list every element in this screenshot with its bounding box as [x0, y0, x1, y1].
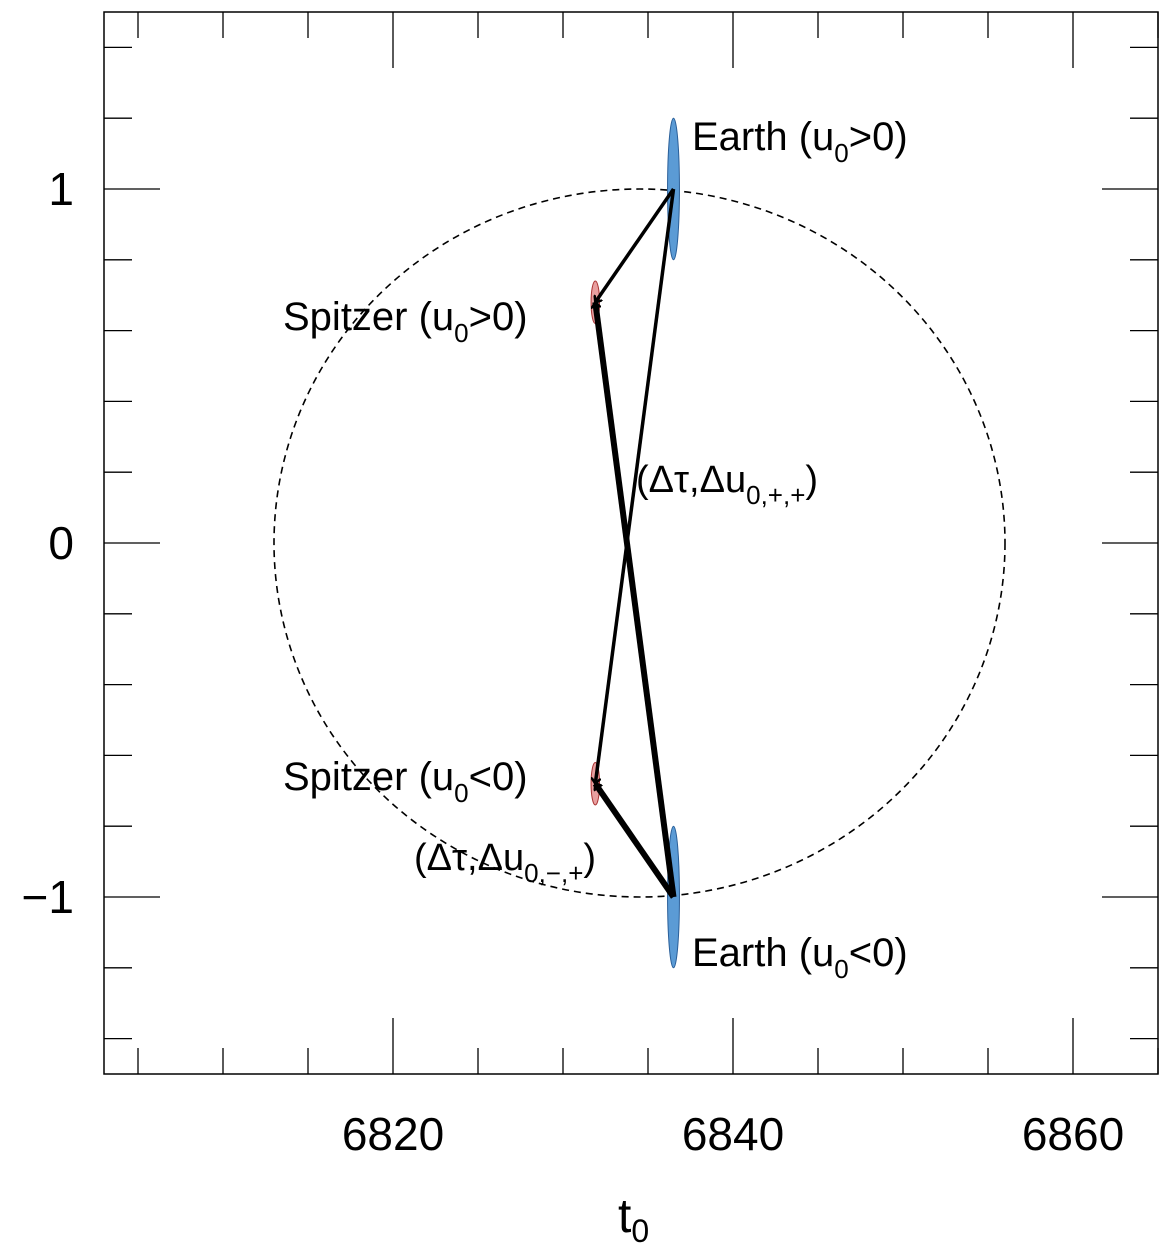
- label-spitzer_neg: Spitzer (u0<0): [283, 755, 528, 808]
- x-tick-label: 6840: [682, 1108, 784, 1160]
- arrow-earth_pos-to-spitzer_neg: [595, 188, 676, 784]
- label-earth_pos: Earth (u0>0): [692, 115, 908, 168]
- plot-frame: [103, 11, 1159, 1075]
- x-tick-label: 6820: [342, 1108, 444, 1160]
- x-tick-label: 6860: [1022, 1108, 1124, 1160]
- arrow-earth_neg-to-spitzer_neg: [592, 782, 676, 899]
- dashed-circle: [273, 188, 1006, 898]
- x-axis-title: t0: [618, 1190, 649, 1248]
- y-tick-label: −1: [22, 871, 74, 923]
- y-tick-label: 0: [48, 517, 74, 569]
- label-spitzer_pos: Spitzer (u0>0): [283, 295, 528, 348]
- arrow-earth_pos-to-spitzer_pos: [595, 188, 675, 302]
- annotation-delta_mp: (Δτ,Δu0,−,+): [414, 837, 596, 888]
- y-tick-label: 1: [48, 163, 74, 215]
- arrow-earth_neg-to-spitzer_pos: [595, 302, 677, 898]
- annotation-delta_pp: (Δτ,Δu0,+,+): [636, 459, 818, 510]
- label-earth_neg: Earth (u0<0): [692, 931, 908, 984]
